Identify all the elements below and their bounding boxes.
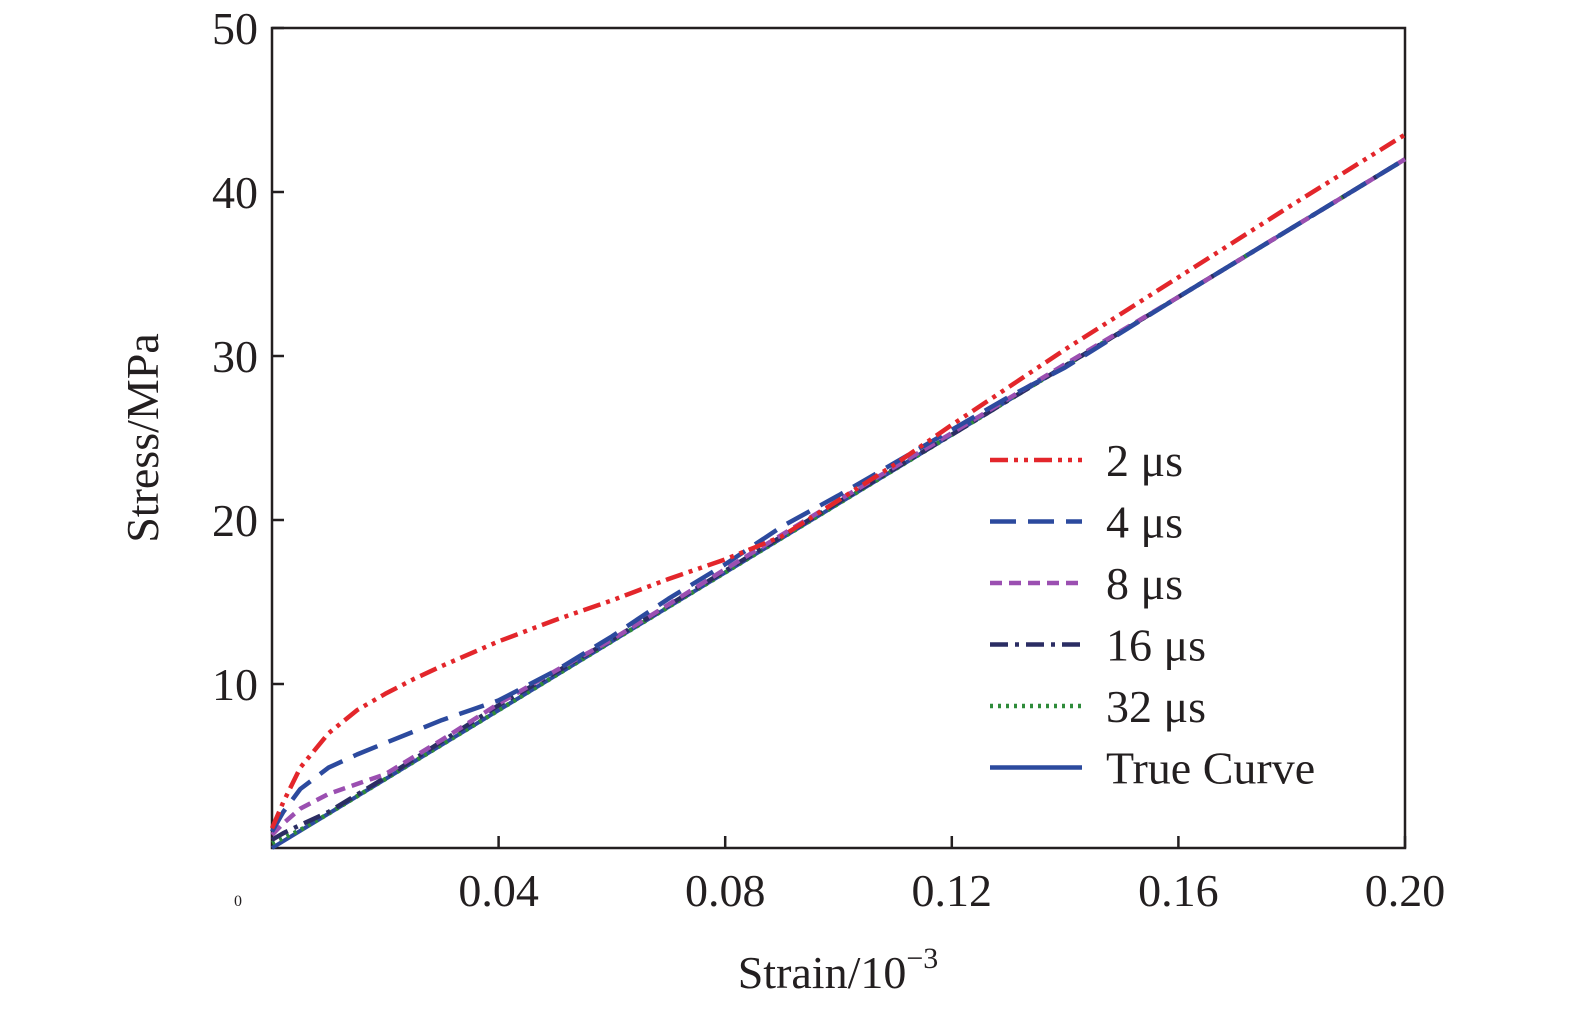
x-tick-label: 0.16 [1138,865,1219,916]
y-tick-label: 40 [212,167,258,218]
series-line-2 [270,157,1407,837]
x-axis-title: Strain/10−3 [738,942,939,998]
series-line-0 [269,132,1407,830]
legend-label: 16 μs [1106,620,1206,671]
origin-label: 0 [234,893,242,910]
series-lines [269,132,1407,850]
x-tick-label: 0.12 [912,865,993,916]
legend-label: 4 μs [1106,497,1183,548]
series-line-1 [270,157,1407,833]
legend: 2 μs 4 μs 8 μs 16 μs 32 μs True Curve [990,435,1315,794]
legend-label: 8 μs [1106,558,1183,609]
x-tick-label: 0.20 [1365,865,1446,916]
y-tick-label: 20 [212,495,258,546]
plot-frame [270,26,1407,850]
tick-labels: 0.04 0.08 0.12 0.16 0.20 10 20 30 40 50 [212,3,1445,916]
legend-label: 2 μs [1106,435,1183,486]
y-axis-title: Stress/MPa [117,333,168,543]
y-tick-label: 50 [212,3,258,54]
legend-label: 32 μs [1106,681,1206,732]
x-tick-label: 0.08 [685,865,766,916]
legend-label: True Curve [1106,743,1315,794]
y-tick-label: 30 [212,331,258,382]
x-axis-title-main: Strain/10 [738,947,907,998]
axis-ticks [272,26,1407,848]
x-axis-title-exponent: −3 [906,942,938,975]
x-tick-label: 0.04 [458,865,539,916]
y-tick-label: 10 [212,659,258,710]
